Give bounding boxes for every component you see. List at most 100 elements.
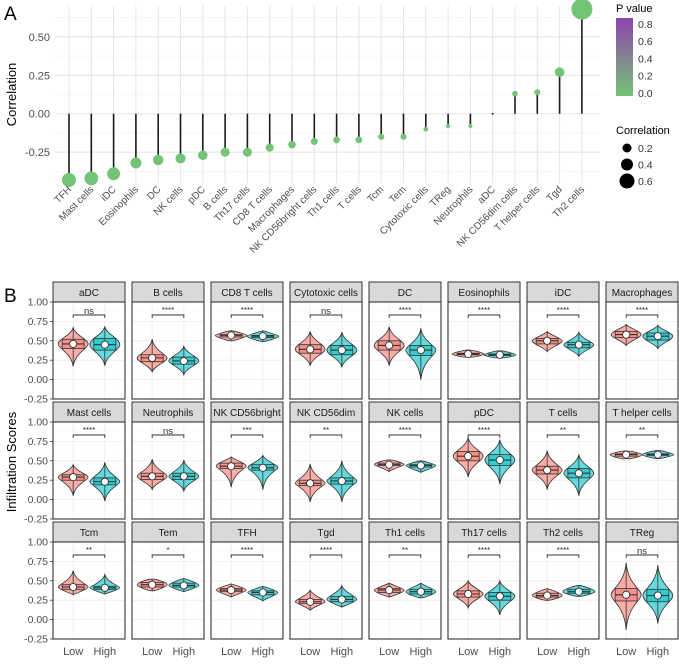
facet-panel: T helper cells ** (605, 401, 679, 520)
lollipop-point (355, 136, 363, 144)
panel-label-b: B (4, 286, 17, 307)
facet-title: T helper cells (612, 408, 671, 419)
lollipop-point (130, 157, 142, 169)
mean-point-low (543, 336, 552, 345)
mean-point-high (653, 332, 662, 341)
mean-point-low (148, 580, 157, 589)
lollipop-point (378, 133, 385, 140)
facet-panel: pDC **** (447, 401, 521, 520)
mean-point-low (306, 345, 315, 354)
facet-panel: Neutrophils ns (131, 401, 205, 520)
panel-border (605, 301, 679, 400)
panel-border (447, 541, 521, 640)
lollipop-point (491, 112, 494, 115)
lollipop-point (423, 126, 429, 132)
facet-panel: aDC ns -0.25 0.00 0.25 0.50 0.75 1.00 (24, 281, 126, 406)
panel-border (447, 301, 521, 400)
lollipop-point (288, 140, 296, 149)
facet-title: DC (398, 288, 412, 299)
mean-point-high (258, 463, 267, 472)
mean-point-low (148, 472, 157, 481)
significance-label: **** (320, 546, 332, 555)
significance-label: ** (560, 426, 566, 435)
panel-border (368, 421, 442, 520)
mean-point-low (622, 330, 631, 339)
mean-point-low (306, 479, 315, 488)
mean-point-high (258, 332, 267, 341)
legend-title-correlation: Correlation (616, 125, 670, 137)
x-tick-label: High (94, 646, 117, 658)
facet-title: TFH (237, 528, 256, 539)
mean-point-high (495, 592, 504, 601)
facet-panel: Th1 cells ** Low High (368, 521, 442, 658)
lollipop-point (220, 147, 230, 157)
mean-point-low (227, 462, 236, 471)
mean-point-low (622, 590, 631, 599)
x-tick-label: Low (221, 646, 241, 658)
facet-title: iDC (555, 288, 572, 299)
significance-label: **** (399, 306, 411, 315)
mean-point-high (179, 356, 188, 366)
mean-point-high (574, 469, 583, 478)
significance-label: **** (557, 306, 569, 315)
colorbar-tick-label: 0.8 (638, 19, 653, 31)
significance-label: **** (241, 306, 253, 315)
mean-point-high (179, 581, 188, 590)
mean-point-low (69, 473, 78, 482)
facet-panel: NK CD56dim ** (289, 401, 363, 520)
lollipop-point (198, 150, 208, 161)
facet-title: NK CD56dim (297, 408, 355, 419)
facet-title: Eosinophils (458, 288, 509, 299)
x-tick-label: Low (142, 646, 162, 658)
mean-point-low (385, 460, 394, 469)
significance-bracket (467, 314, 501, 318)
facet-panel: Mast cells **** -0.25 0.00 0.25 0.50 0.75 1.00 (24, 401, 126, 526)
mean-point-low (69, 582, 78, 592)
lollipop-point (265, 143, 274, 152)
lollipop-point (153, 154, 164, 166)
y-tick-label: 1.00 (28, 297, 49, 309)
significance-bracket (625, 314, 659, 318)
panel-border (289, 301, 363, 400)
mean-point-low (227, 586, 236, 595)
y-tick-label: 0.25 (28, 355, 49, 367)
facet-panel: NK cells **** (368, 401, 442, 520)
significance-bracket (388, 554, 422, 558)
x-tick-label: Tcm (366, 184, 387, 205)
facet-title: Tem (159, 528, 178, 539)
mean-point-low (543, 466, 552, 475)
y-tick-label: 1.00 (28, 537, 49, 549)
significance-bracket (151, 434, 185, 438)
lollipop-point (534, 89, 541, 96)
panel-border (289, 541, 363, 640)
y-tick-label: -0.25 (24, 634, 48, 646)
colorbar-tick-label: 0.6 (638, 36, 653, 48)
mean-point-high (337, 346, 346, 355)
significance-label: **** (478, 306, 490, 315)
lollipop-point (61, 172, 77, 187)
panel-border (289, 421, 363, 520)
facet-panel: CD8 T cells **** (210, 281, 284, 400)
y-tick-label: 0.50 (28, 575, 49, 587)
facet-title: B cells (153, 288, 182, 299)
significance-bracket (388, 434, 422, 438)
facet-panel: TFH **** Low High (210, 521, 284, 658)
colorbar-tick-label: 0.4 (638, 53, 653, 65)
mean-point-low (385, 341, 394, 350)
y-tick-label: 0.75 (28, 316, 49, 328)
significance-label: ns (321, 306, 331, 317)
facet-panel: Eosinophils **** (447, 281, 521, 400)
significance-label: ns (84, 306, 94, 317)
mean-point-high (416, 346, 425, 355)
facet-title: NK CD56bright (213, 408, 280, 419)
facet-title: Tgd (317, 528, 334, 539)
facet-panel: TReg ns Low High (605, 521, 679, 658)
mean-point-high (574, 587, 583, 596)
panel-border (131, 541, 205, 640)
mean-point-low (464, 349, 473, 359)
mean-point-low (543, 591, 552, 600)
mean-point-high (653, 591, 662, 600)
lollipop-point (512, 90, 518, 97)
facet-panel: Tem * Low High (131, 521, 205, 658)
